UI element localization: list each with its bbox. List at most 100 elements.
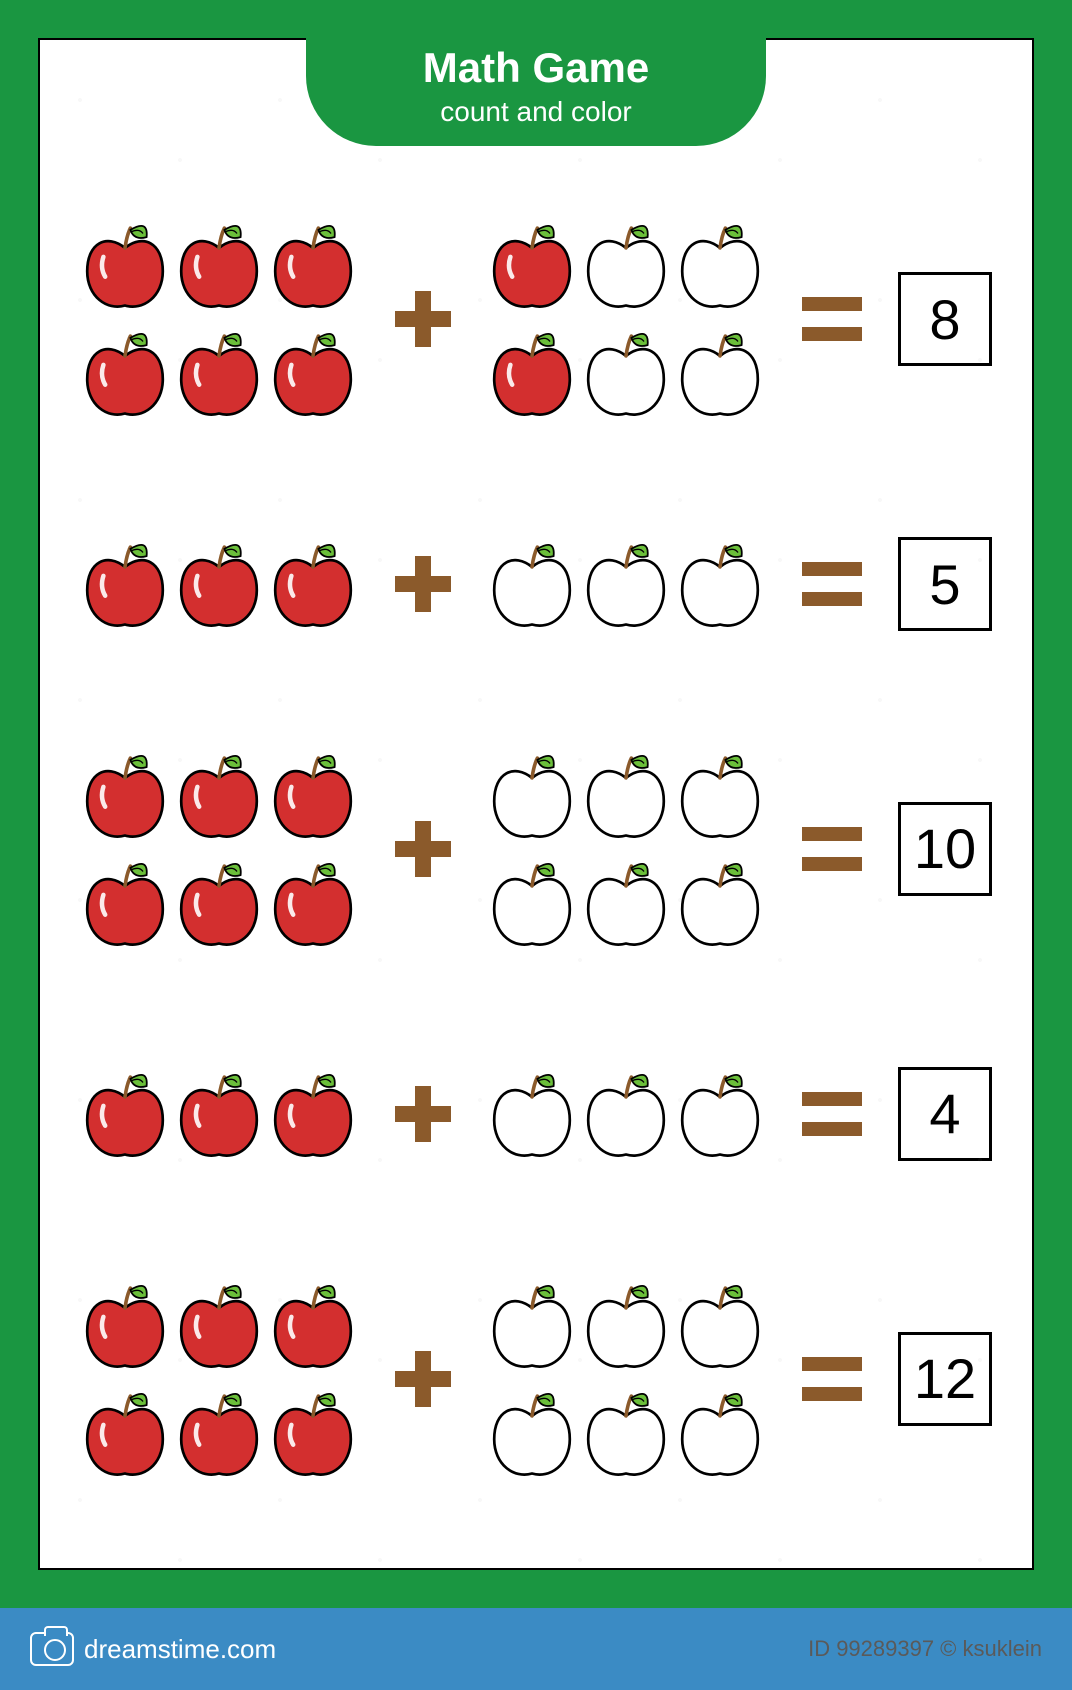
apple-icon — [268, 1064, 358, 1164]
apple-line — [487, 323, 765, 423]
apple-line — [80, 745, 358, 845]
apple-icon — [174, 1275, 264, 1375]
plus-icon — [395, 1351, 451, 1407]
apple-line — [487, 215, 765, 315]
left-apple-group — [80, 534, 358, 634]
apple-icon — [268, 1383, 358, 1483]
equals-operator — [802, 1092, 862, 1136]
apple-line — [80, 853, 358, 953]
left-apple-group — [80, 1064, 358, 1164]
equals-operator — [802, 1357, 862, 1401]
apple-icon — [581, 215, 671, 315]
title-tab: Math Game count and color — [306, 22, 766, 146]
apple-icon — [487, 1383, 577, 1483]
apple-icon — [675, 745, 765, 845]
right-apple-group — [487, 745, 765, 953]
worksheet-frame: Math Game count and color — [0, 0, 1072, 1608]
answer-box: 10 — [898, 802, 992, 896]
equals-icon — [802, 1357, 862, 1401]
plus-icon — [395, 1086, 451, 1142]
equals-icon — [802, 827, 862, 871]
apple-icon — [675, 1275, 765, 1375]
plus-icon — [395, 821, 451, 877]
apple-line — [80, 215, 358, 315]
plus-icon — [395, 291, 451, 347]
plus-operator — [395, 1086, 451, 1142]
apple-line — [80, 534, 358, 634]
apple-icon — [487, 534, 577, 634]
equation-row: 12 — [80, 1275, 992, 1483]
right-apple-group — [487, 1064, 765, 1164]
footer-credit: ID 99289397 © ksuklein — [808, 1636, 1042, 1662]
plus-icon — [395, 556, 451, 612]
apple-icon — [80, 1383, 170, 1483]
left-apple-group — [80, 1275, 358, 1483]
plus-operator — [395, 1351, 451, 1407]
apple-icon — [268, 1275, 358, 1375]
right-apple-group — [487, 1275, 765, 1483]
answer-box: 12 — [898, 1332, 992, 1426]
apple-icon — [80, 215, 170, 315]
apple-icon — [675, 1064, 765, 1164]
plus-operator — [395, 821, 451, 877]
apple-icon — [487, 745, 577, 845]
apple-icon — [174, 215, 264, 315]
equation-row: 4 — [80, 1064, 992, 1164]
apple-icon — [675, 853, 765, 953]
apple-icon — [268, 853, 358, 953]
apple-icon — [174, 745, 264, 845]
apple-icon — [581, 853, 671, 953]
apple-icon — [80, 745, 170, 845]
apple-icon — [487, 1064, 577, 1164]
apple-icon — [487, 215, 577, 315]
title-main: Math Game — [366, 44, 706, 92]
left-apple-group — [80, 215, 358, 423]
footer-site: dreamstime.com — [84, 1634, 276, 1665]
apple-line — [487, 1275, 765, 1375]
apple-icon — [80, 1275, 170, 1375]
apple-line — [487, 745, 765, 845]
apple-line — [80, 1064, 358, 1164]
right-apple-group — [487, 215, 765, 423]
equals-operator — [802, 297, 862, 341]
apple-icon — [581, 323, 671, 423]
apple-icon — [80, 323, 170, 423]
answer-box: 5 — [898, 537, 992, 631]
apple-line — [487, 1383, 765, 1483]
answer-box: 8 — [898, 272, 992, 366]
equals-operator — [802, 827, 862, 871]
apple-icon — [174, 1064, 264, 1164]
apple-icon — [675, 1383, 765, 1483]
apple-line — [487, 853, 765, 953]
apple-icon — [581, 1383, 671, 1483]
apple-icon — [80, 534, 170, 634]
apple-line — [80, 323, 358, 423]
apple-icon — [268, 215, 358, 315]
apple-icon — [487, 853, 577, 953]
apple-icon — [268, 745, 358, 845]
apple-line — [487, 1064, 765, 1164]
apple-icon — [675, 534, 765, 634]
plus-operator — [395, 556, 451, 612]
apple-icon — [581, 534, 671, 634]
apple-icon — [487, 323, 577, 423]
right-apple-group — [487, 534, 765, 634]
apple-icon — [487, 1275, 577, 1375]
apple-icon — [581, 745, 671, 845]
apple-icon — [80, 1064, 170, 1164]
equals-icon — [802, 297, 862, 341]
apple-icon — [174, 1383, 264, 1483]
camera-icon — [30, 1632, 74, 1666]
equals-operator — [802, 562, 862, 606]
worksheet-canvas: Math Game count and color — [38, 38, 1034, 1570]
title-sub: count and color — [366, 96, 706, 128]
apple-line — [80, 1275, 358, 1375]
apple-icon — [268, 323, 358, 423]
apple-icon — [268, 534, 358, 634]
apple-line — [487, 534, 765, 634]
footer-logo: dreamstime.com — [30, 1632, 276, 1666]
equation-row: 8 — [80, 215, 992, 423]
apple-icon — [581, 1064, 671, 1164]
apple-icon — [581, 1275, 671, 1375]
apple-icon — [675, 323, 765, 423]
